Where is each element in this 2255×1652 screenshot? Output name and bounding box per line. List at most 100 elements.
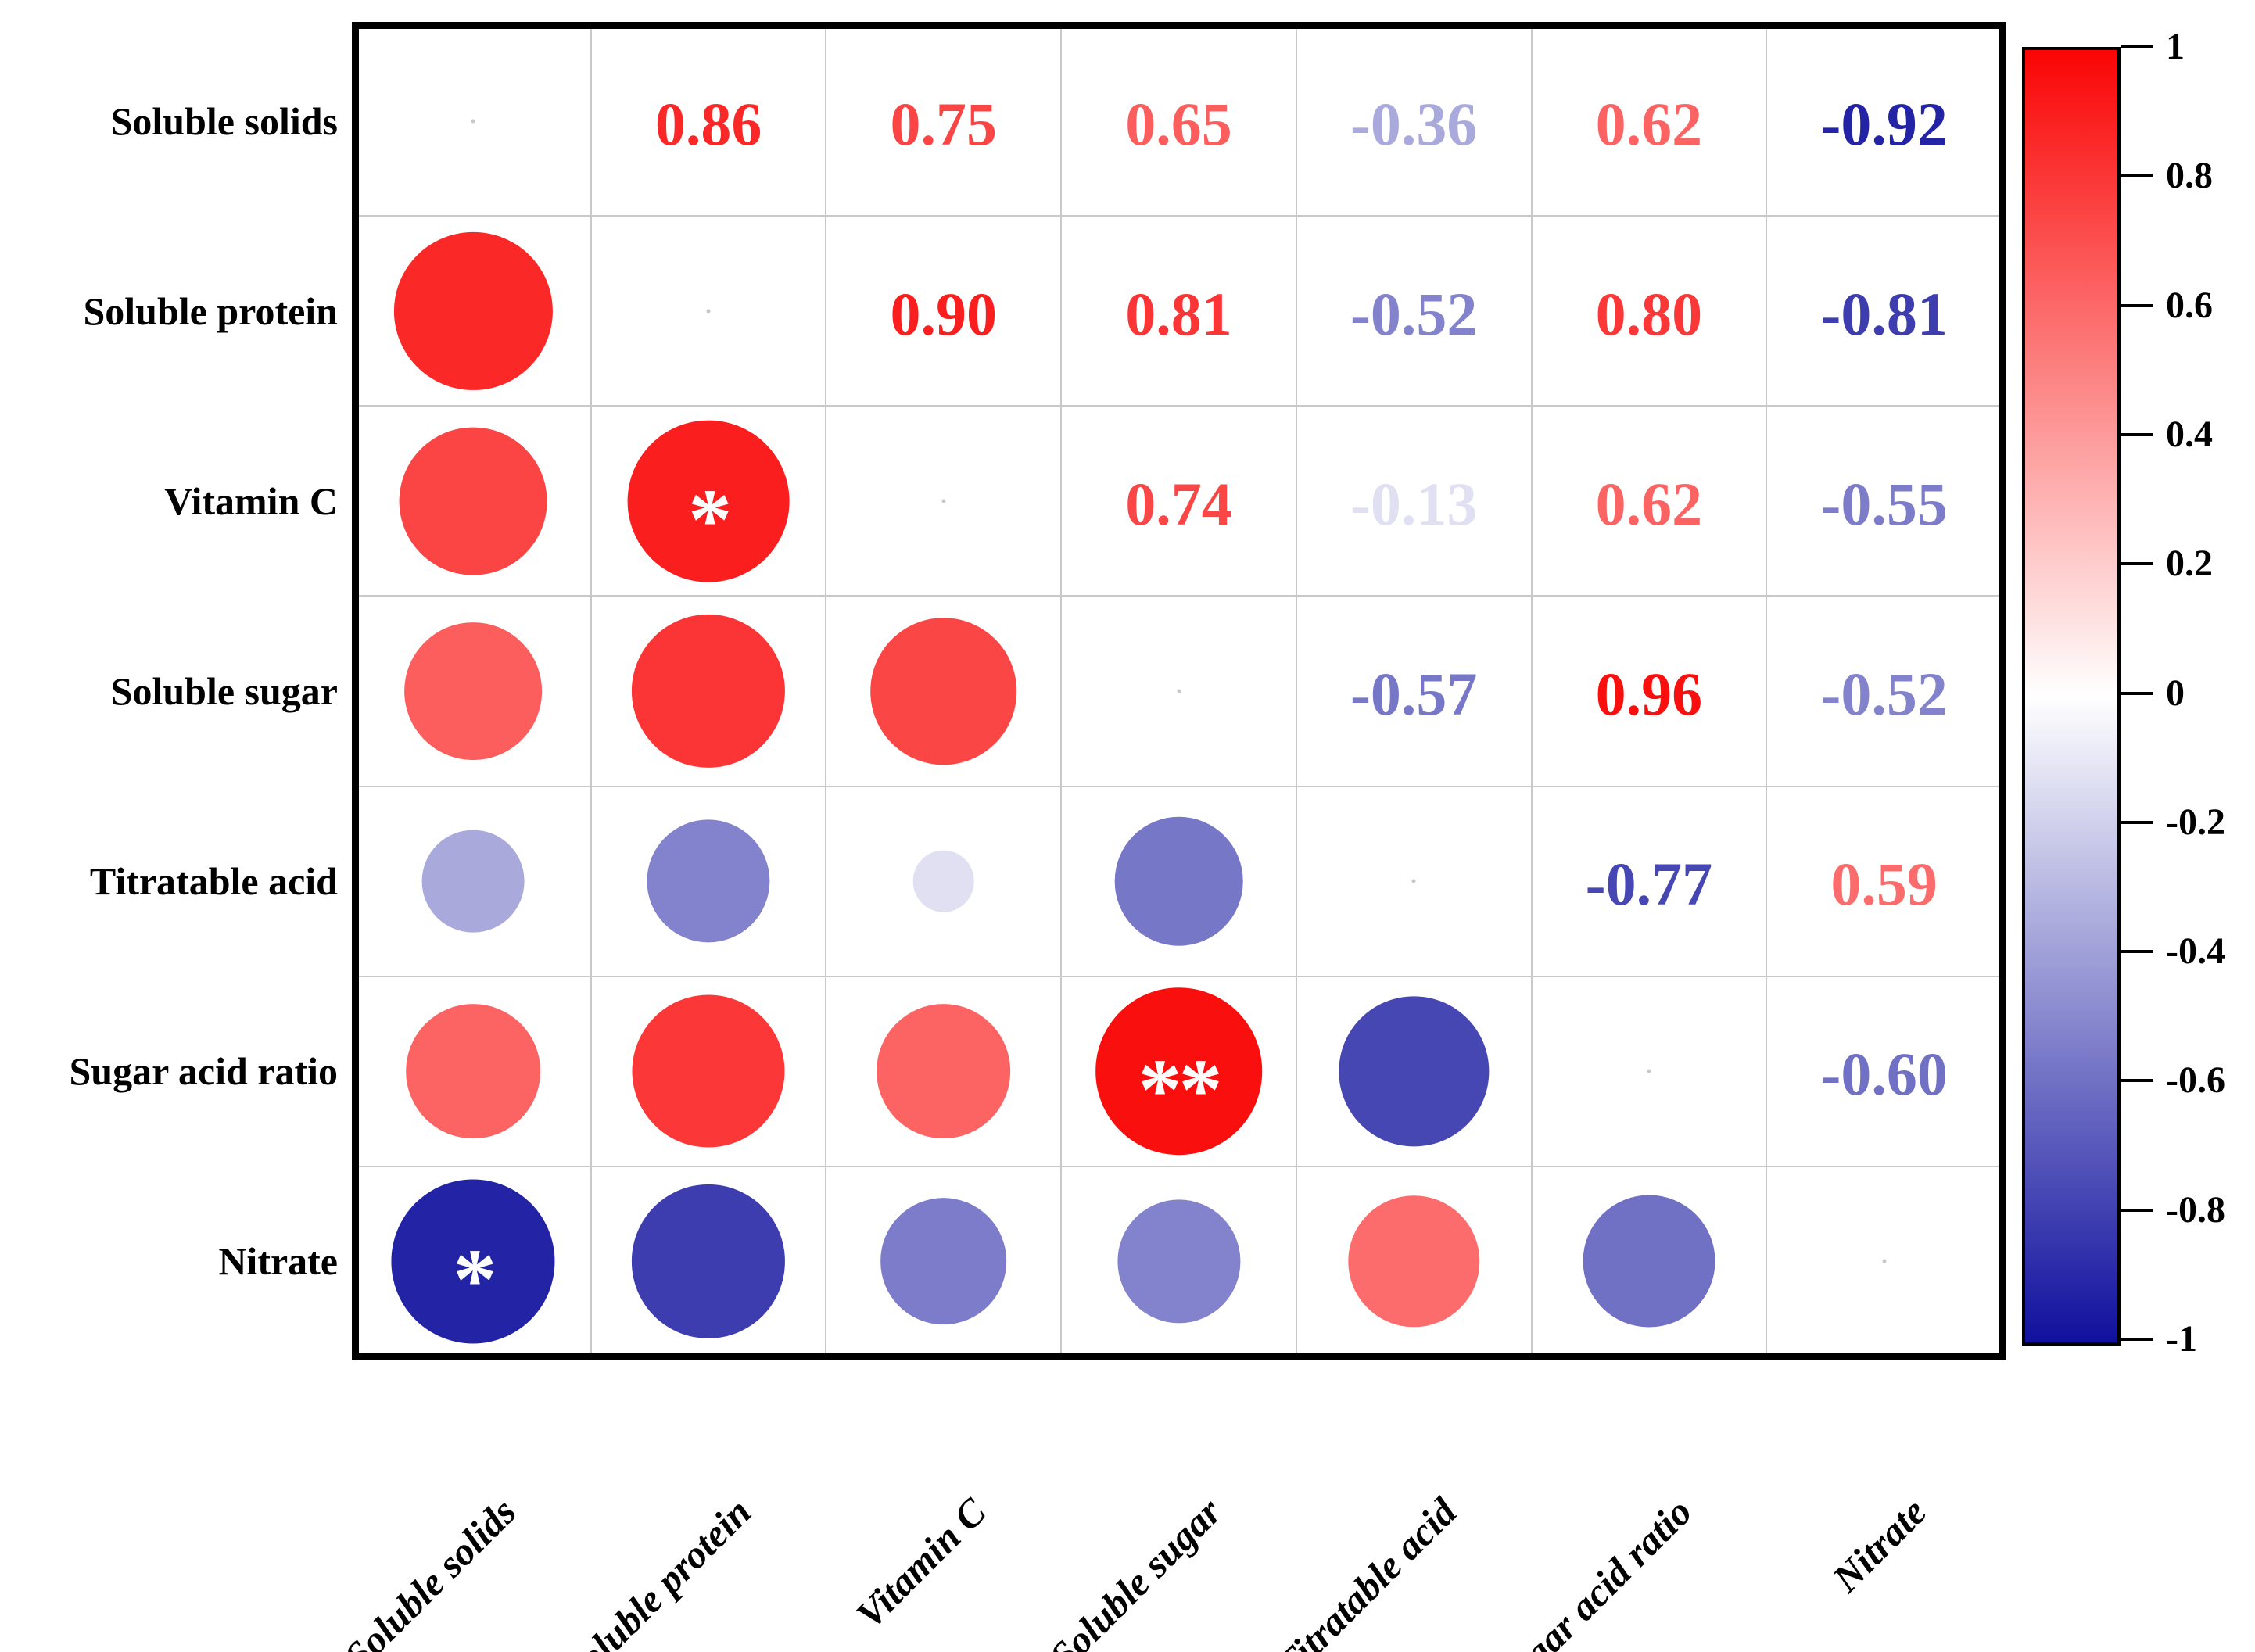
colorbar-tick-label: -0.8 (2166, 1188, 2225, 1231)
grid-vline (1766, 26, 1768, 1356)
colorbar-tick (2121, 950, 2153, 954)
colorbar-tick-label: -0.2 (2166, 801, 2225, 843)
correlation-circle (399, 427, 547, 575)
correlation-value: 0.65 (1125, 89, 1232, 158)
correlation-value: 0.62 (1595, 89, 1703, 158)
colorbar-tick-label: -1 (2166, 1318, 2197, 1360)
correlation-circle (1095, 987, 1263, 1156)
colorbar-tick-label: -0.6 (2166, 1059, 2225, 1102)
significance-asterisk: ** (1138, 1041, 1223, 1139)
grid-vline (1060, 26, 1063, 1356)
colorbar-tick-label: 0.8 (2166, 155, 2213, 197)
grid-vline (590, 26, 592, 1356)
grid-hline (356, 1165, 2002, 1167)
correlation-circle (876, 1004, 1011, 1139)
row-label: Titratable acid (89, 859, 338, 904)
diagonal-dot (1411, 879, 1416, 883)
correlation-circle (880, 1198, 1007, 1325)
column-label: Sugar acid ratio (1484, 1489, 1700, 1652)
colorbar-tick (2121, 432, 2153, 436)
colorbar-tick (2121, 174, 2153, 178)
correlation-circle (404, 622, 543, 760)
grid-vline (1295, 26, 1297, 1356)
grid-hline (356, 215, 2002, 217)
colorbar (2022, 47, 2121, 1346)
grid-hline (356, 975, 2002, 977)
colorbar-tick-label: 1 (2166, 26, 2185, 67)
correlation-value: 0.74 (1125, 469, 1232, 538)
correlation-circle (1583, 1195, 1715, 1328)
grid-vline (1530, 26, 1533, 1356)
diagonal-dot (941, 499, 946, 503)
correlation-value: 0.75 (890, 89, 998, 158)
colorbar-tick (2121, 303, 2153, 307)
correlation-circle (627, 420, 790, 582)
correlation-value: -0.77 (1585, 850, 1713, 919)
column-label: Soluble sugar (1041, 1489, 1230, 1652)
row-label: Soluble protein (83, 288, 338, 333)
correlation-value: -0.52 (1820, 660, 1948, 728)
correlation-circle (1339, 996, 1489, 1146)
diagonal-dot (1177, 689, 1181, 693)
correlation-value: -0.81 (1820, 279, 1948, 348)
correlation-circle (421, 830, 525, 933)
row-label: Vitamin C (164, 478, 338, 523)
correlation-value: 0.80 (1595, 279, 1703, 348)
correlation-circle (647, 819, 770, 943)
correlation-circle (394, 231, 553, 390)
row-label: Nitrate (218, 1239, 338, 1284)
correlation-value: 0.59 (1830, 850, 1938, 919)
significance-asterisk: * (688, 471, 732, 569)
significance-asterisk: * (453, 1231, 497, 1329)
correlation-value: -0.36 (1350, 89, 1478, 158)
colorbar-tick-label: 0 (2166, 672, 2185, 714)
colorbar-tick (2121, 691, 2153, 695)
correlation-value: 0.96 (1595, 660, 1703, 728)
colorbar-tick (2121, 1079, 2153, 1083)
column-label: Soluble protein (554, 1489, 759, 1652)
column-label: Nitrate (1823, 1489, 1935, 1600)
correlation-value: -0.57 (1350, 660, 1478, 728)
diagonal-dot (1882, 1259, 1887, 1263)
correlation-circle (631, 1184, 786, 1338)
correlation-circle (391, 1179, 555, 1343)
diagonal-dot (1647, 1069, 1651, 1073)
correlation-value: 0.86 (654, 89, 762, 158)
correlation-circle (631, 614, 786, 769)
colorbar-tick-label: 0.6 (2166, 284, 2213, 326)
colorbar-tick (2121, 820, 2153, 824)
correlation-circle (1114, 816, 1243, 946)
row-label: Sugar acid ratio (69, 1049, 338, 1094)
row-label: Soluble sugar (110, 669, 338, 713)
colorbar-tick-label: 0.2 (2166, 543, 2213, 585)
grid-hline (356, 595, 2002, 597)
correlation-value: 0.62 (1595, 469, 1703, 538)
correlation-value: 0.81 (1125, 279, 1232, 348)
colorbar-tick (2121, 45, 2153, 48)
plot-border (352, 22, 2006, 1360)
correlation-value: 0.90 (890, 279, 998, 348)
colorbar-tick-label: -0.4 (2166, 930, 2225, 973)
correlation-value: -0.60 (1820, 1040, 1948, 1109)
colorbar-tick (2121, 1208, 2153, 1212)
correlation-value: -0.52 (1350, 279, 1478, 348)
correlation-value: -0.55 (1820, 469, 1948, 538)
row-label: Soluble solids (110, 99, 338, 143)
diagonal-dot (706, 309, 711, 314)
correlation-circle (912, 850, 975, 912)
correlation-circle (1348, 1195, 1479, 1328)
correlation-value: -0.92 (1820, 89, 1948, 158)
colorbar-tick (2121, 1338, 2153, 1341)
correlation-circle (632, 994, 785, 1148)
correlation-circle (406, 1004, 541, 1139)
column-label: Soluble solids (335, 1489, 525, 1652)
grid-hline (356, 785, 2002, 787)
grid-vline (825, 26, 827, 1356)
colorbar-tick-label: 0.4 (2166, 413, 2213, 455)
grid-hline (356, 405, 2002, 407)
column-label: Vitamin C (847, 1489, 995, 1637)
column-label: Titratable acid (1267, 1489, 1465, 1652)
correlation-circle (870, 618, 1017, 765)
correlation-value: -0.13 (1350, 469, 1478, 538)
